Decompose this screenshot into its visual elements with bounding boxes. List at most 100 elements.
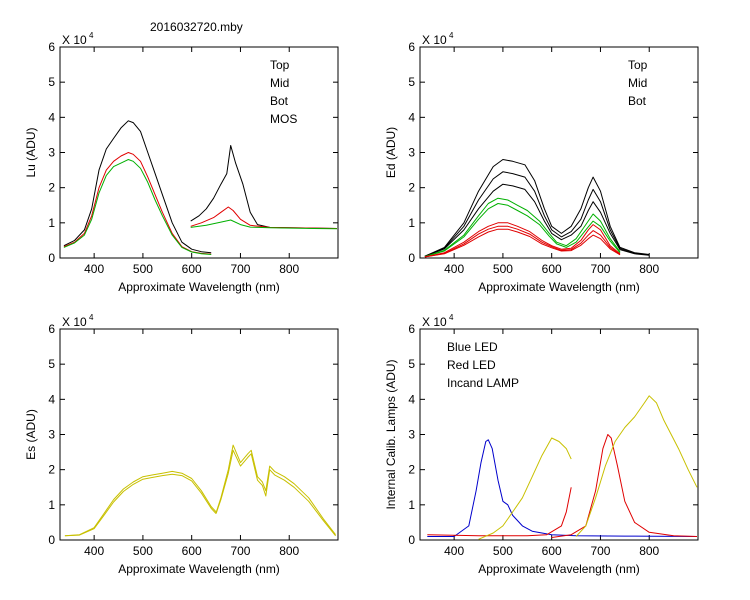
x-tick-label: 400	[444, 544, 464, 558]
series-line-incand-lamp	[478, 437, 572, 540]
y-axis-label: Lu (ADU)	[24, 127, 38, 177]
series-line-es	[64, 470, 217, 537]
x-axis-label: Approximate Wavelength (nm)	[478, 562, 640, 576]
y-multiplier-label: X 10	[422, 33, 447, 47]
y-tick-label: 6	[408, 40, 415, 54]
y-tick-label: 2	[408, 181, 415, 195]
y-multiplier-label: X 10	[62, 33, 87, 47]
legend-entry: Bot	[270, 94, 289, 108]
legend-entry: Mid	[628, 76, 647, 90]
y-tick-label: 0	[408, 251, 415, 265]
x-tick-label: 500	[493, 544, 513, 558]
series-line-mid	[424, 222, 621, 258]
y-tick-label: 2	[48, 181, 55, 195]
x-tick-label: 700	[230, 262, 250, 276]
y-multiplier-label: X 10	[422, 315, 447, 329]
y-tick-label: 3	[408, 428, 415, 442]
series-line-top	[190, 145, 338, 229]
series-line-mid	[424, 225, 621, 258]
legend-entry: Top	[270, 58, 290, 72]
x-tick-label: 600	[182, 544, 202, 558]
series-line-top	[424, 171, 650, 257]
y-multiplier-label: X 10	[62, 315, 87, 329]
x-tick-label: 800	[639, 262, 659, 276]
x-tick-label: 500	[133, 544, 153, 558]
series-line-top	[63, 120, 212, 254]
series-line-bot	[190, 219, 338, 230]
y-axis-label: Es (ADU)	[24, 409, 38, 460]
series-line-top	[424, 183, 650, 257]
y-tick-label: 6	[48, 322, 55, 336]
series-line-incand-lamp	[575, 395, 698, 537]
x-tick-label: 400	[444, 262, 464, 276]
x-tick-label: 400	[84, 262, 104, 276]
x-tick-label: 600	[542, 544, 562, 558]
x-tick-label: 800	[639, 544, 659, 558]
y-tick-label: 3	[48, 146, 55, 160]
plot-frame	[59, 328, 339, 541]
y-exponent-label: 4	[449, 313, 454, 322]
y-tick-label: 3	[48, 428, 55, 442]
y-tick-label: 5	[408, 75, 415, 89]
y-tick-label: 1	[408, 216, 415, 230]
y-tick-label: 4	[408, 392, 415, 406]
legend-entry: Mid	[270, 76, 289, 90]
y-tick-label: 2	[408, 463, 415, 477]
x-tick-label: 400	[84, 544, 104, 558]
y-tick-label: 0	[48, 251, 55, 265]
y-tick-label: 1	[48, 216, 55, 230]
series-line-top	[424, 159, 650, 257]
legend-entry: MOS	[270, 112, 297, 126]
y-axis-label: Internal Calib. Lamps (ADU)	[384, 359, 398, 509]
legend-entry: Top	[628, 58, 648, 72]
legend-entry: Blue LED	[447, 340, 498, 354]
series-line-blue-led	[427, 439, 698, 537]
y-tick-label: 4	[48, 110, 55, 124]
y-tick-label: 2	[48, 463, 55, 477]
legend-entry: Bot	[628, 94, 647, 108]
series-line-bot	[424, 197, 621, 258]
legend-entry: Red LED	[447, 358, 496, 372]
series-line-mid	[63, 152, 212, 255]
series-line-es	[64, 473, 217, 537]
x-axis-label: Approximate Wavelength (nm)	[478, 280, 640, 294]
x-axis-label: Approximate Wavelength (nm)	[118, 280, 280, 294]
y-tick-label: 5	[408, 357, 415, 371]
series-line-red-led	[427, 487, 572, 537]
y-tick-label: 6	[408, 322, 415, 336]
x-tick-label: 800	[279, 262, 299, 276]
series-line-red-led	[551, 434, 698, 538]
series-line-bot	[63, 159, 212, 255]
y-tick-label: 4	[48, 392, 55, 406]
y-tick-label: 5	[48, 357, 55, 371]
y-tick-label: 4	[408, 110, 415, 124]
y-tick-label: 1	[408, 498, 415, 512]
x-axis-label: Approximate Wavelength (nm)	[118, 562, 280, 576]
legend-entry: Incand LAMP	[447, 376, 519, 390]
series-line-es	[215, 444, 336, 536]
y-exponent-label: 4	[89, 313, 94, 322]
x-tick-label: 700	[230, 544, 250, 558]
x-tick-label: 700	[590, 544, 610, 558]
y-tick-label: 1	[48, 498, 55, 512]
y-tick-label: 0	[408, 533, 415, 547]
series-line-bot	[424, 203, 621, 258]
y-tick-label: 6	[48, 40, 55, 54]
x-tick-label: 600	[182, 262, 202, 276]
x-tick-label: 500	[133, 262, 153, 276]
x-tick-label: 700	[590, 262, 610, 276]
y-exponent-label: 4	[89, 31, 94, 40]
figure-title: 2016032720.mby	[150, 20, 243, 34]
x-tick-label: 600	[542, 262, 562, 276]
y-exponent-label: 4	[449, 31, 454, 40]
x-tick-label: 500	[493, 262, 513, 276]
series-line-mid	[190, 206, 338, 229]
y-axis-label: Ed (ADU)	[384, 127, 398, 178]
x-tick-label: 800	[279, 544, 299, 558]
series-line-es	[215, 449, 336, 537]
series-line-mid	[424, 228, 621, 258]
